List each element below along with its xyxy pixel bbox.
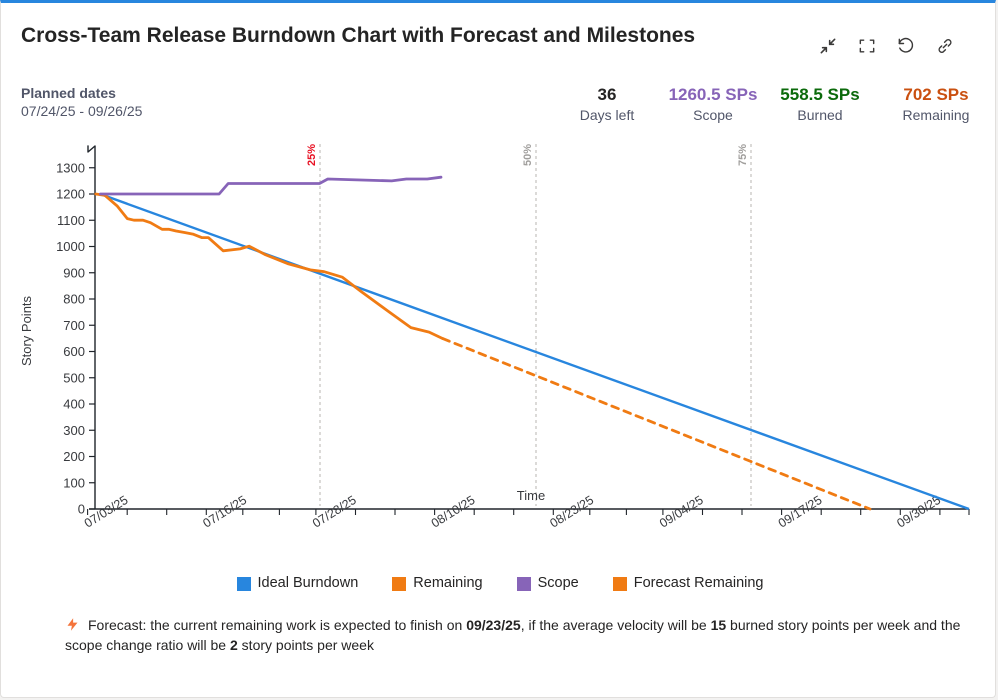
svg-text:09/04/25: 09/04/25 (657, 493, 706, 531)
svg-text:07/16/25: 07/16/25 (200, 493, 249, 531)
svg-text:700: 700 (63, 318, 85, 333)
svg-text:09/30/25: 09/30/25 (894, 493, 943, 531)
svg-text:1000: 1000 (56, 239, 85, 254)
svg-text:09/17/25: 09/17/25 (776, 493, 825, 531)
svg-text:600: 600 (63, 344, 85, 359)
svg-text:1300: 1300 (56, 160, 85, 175)
svg-text:400: 400 (63, 397, 85, 412)
svg-text:07/03/25: 07/03/25 (82, 493, 131, 531)
svg-text:100: 100 (63, 475, 85, 490)
svg-text:300: 300 (63, 423, 85, 438)
svg-text:08/23/25: 08/23/25 (547, 493, 596, 531)
svg-text:Story Points: Story Points (19, 295, 34, 366)
svg-text:200: 200 (63, 449, 85, 464)
svg-text:500: 500 (63, 370, 85, 385)
svg-text:1100: 1100 (57, 213, 85, 228)
svg-text:Time: Time (517, 488, 545, 503)
svg-text:900: 900 (63, 265, 85, 280)
svg-text:50%: 50% (522, 144, 534, 166)
svg-text:0: 0 (78, 502, 85, 517)
svg-text:1200: 1200 (56, 187, 85, 202)
svg-text:75%: 75% (737, 144, 749, 166)
svg-text:08/10/25: 08/10/25 (429, 493, 478, 531)
svg-text:25%: 25% (306, 144, 318, 166)
svg-text:07/28/25: 07/28/25 (310, 493, 359, 531)
svg-text:800: 800 (63, 292, 85, 307)
